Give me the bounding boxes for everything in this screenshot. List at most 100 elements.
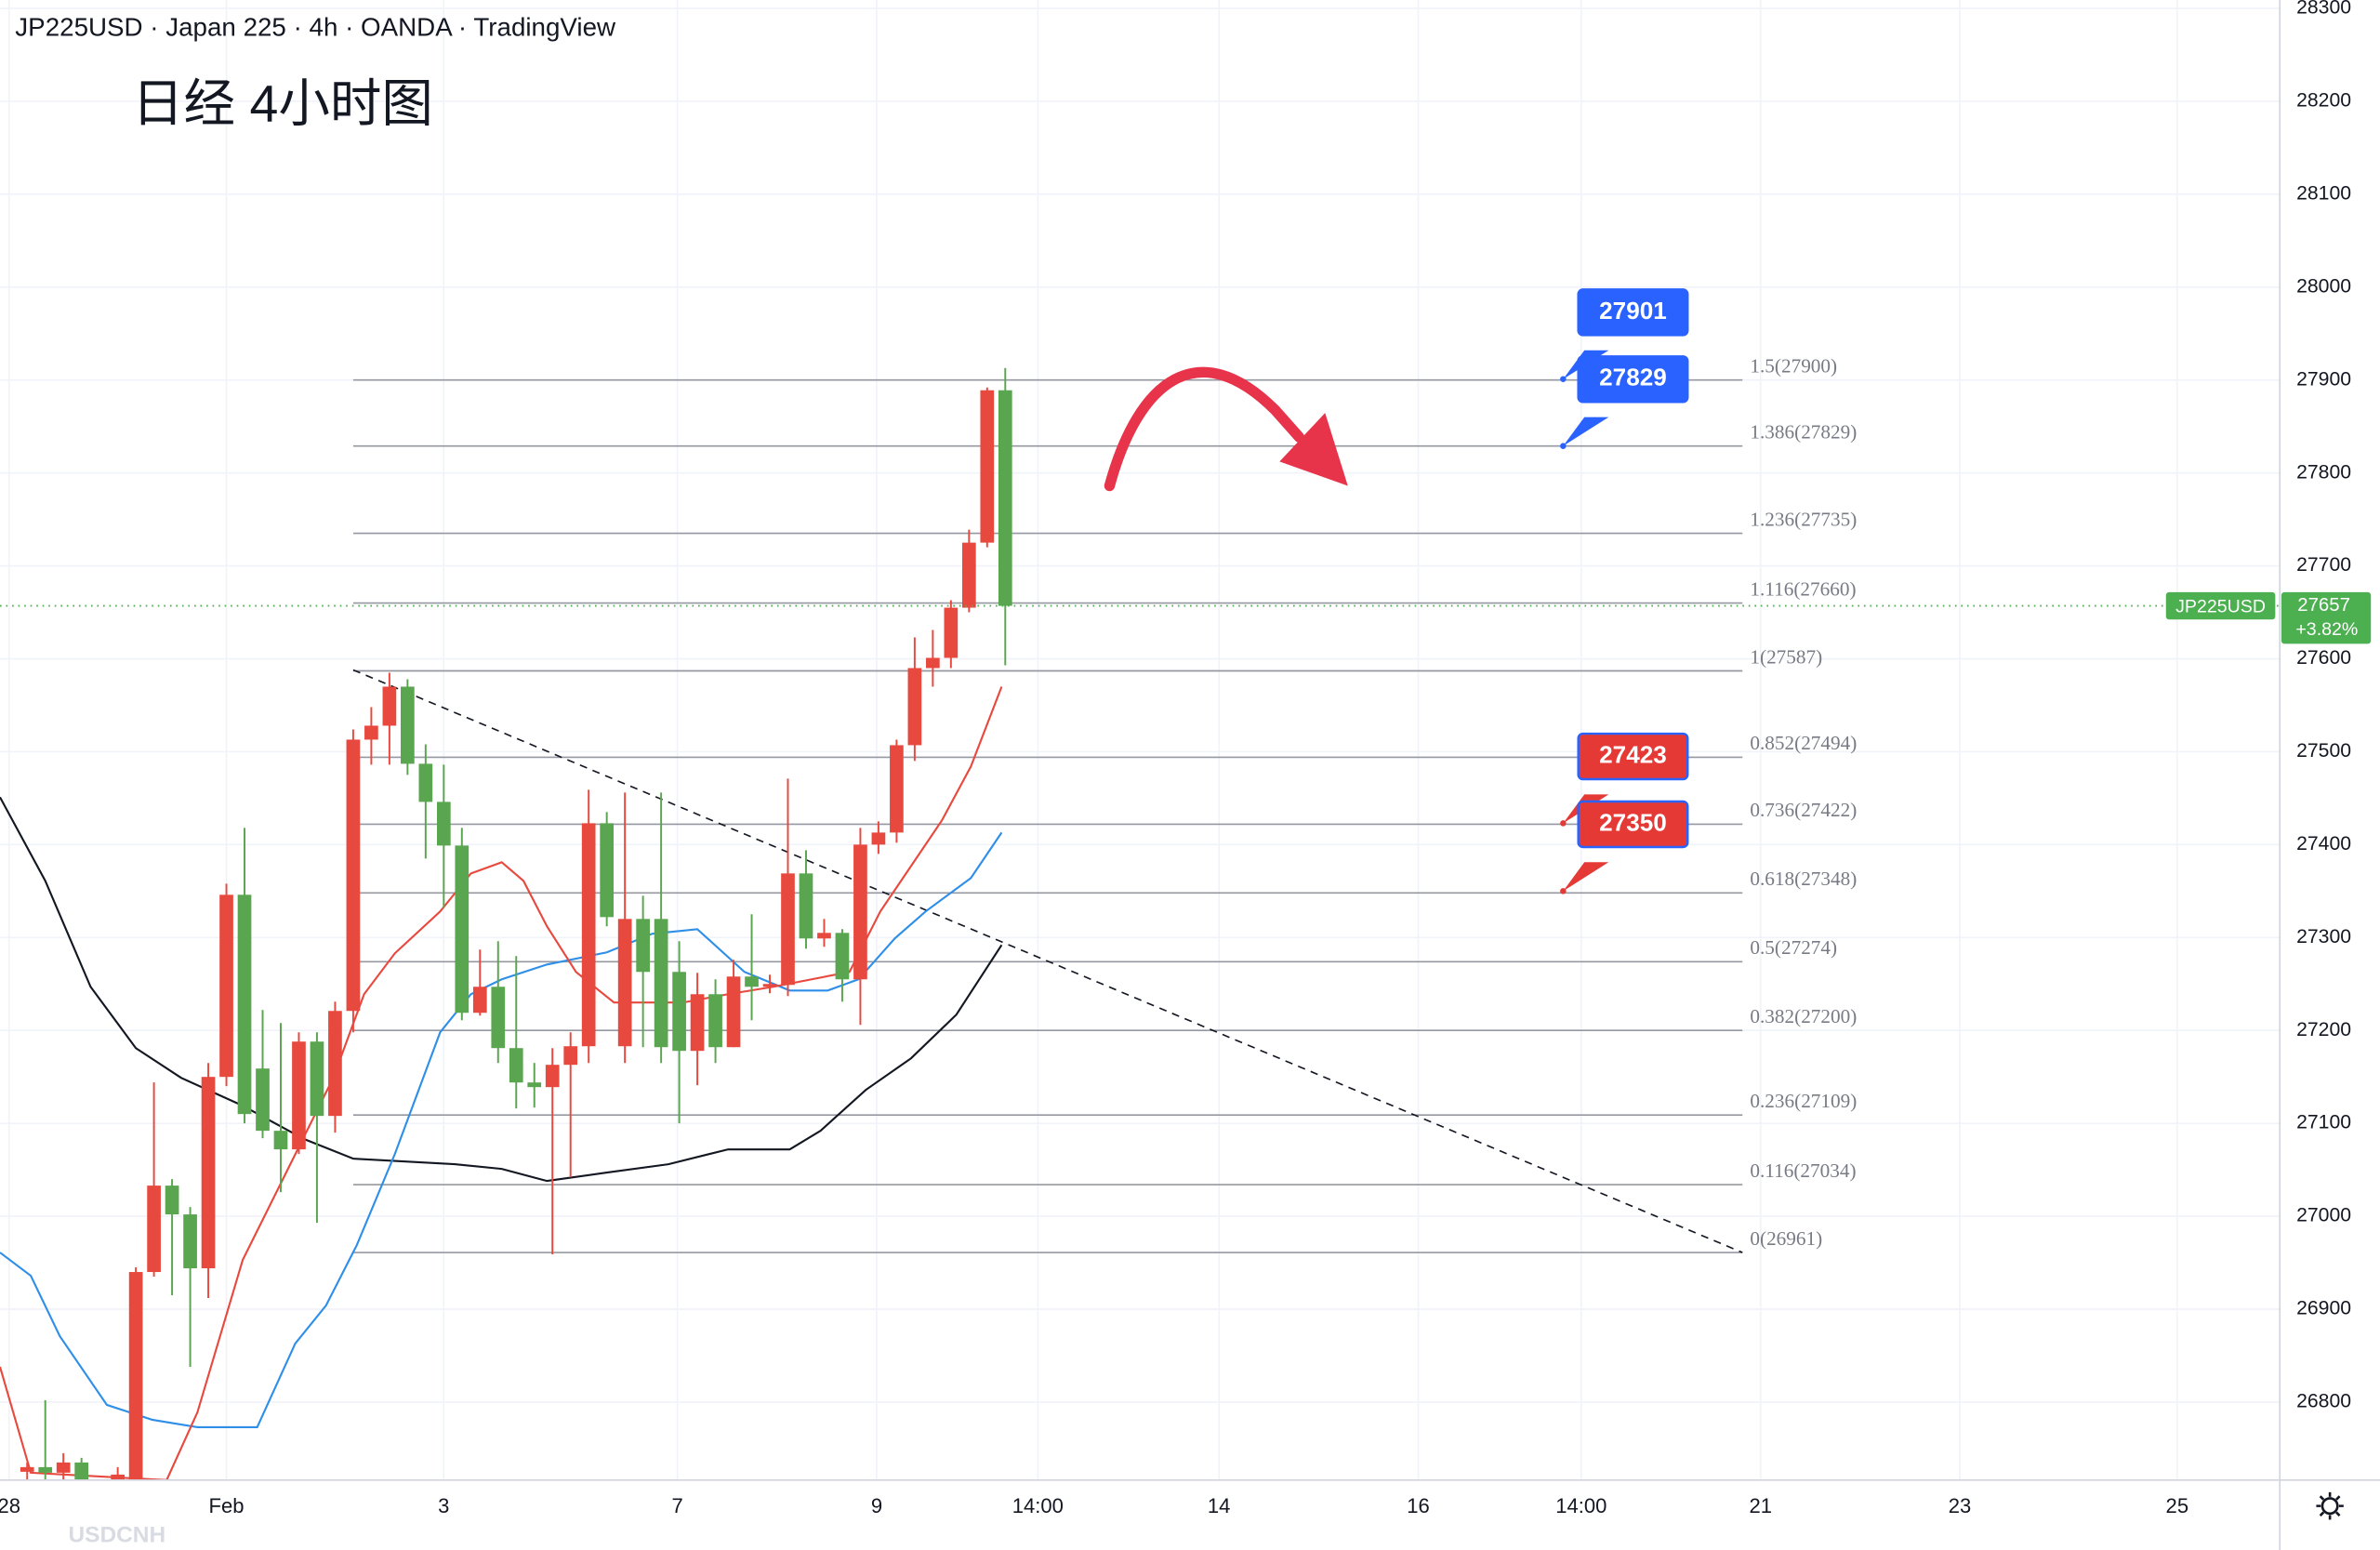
moving-average xyxy=(0,686,1003,1480)
candle-body xyxy=(817,933,831,939)
candle-body xyxy=(708,994,722,1048)
candle-body xyxy=(93,1495,107,1504)
candle-body xyxy=(581,823,596,1047)
candle-body xyxy=(455,845,469,1013)
candle-body xyxy=(472,987,487,1013)
x-tick-label: 14 xyxy=(1208,1494,1231,1517)
y-tick-label: 26800 xyxy=(2296,1391,2351,1412)
x-tick-label: 25 xyxy=(2166,1494,2189,1517)
candle-body xyxy=(364,725,378,740)
candle-body xyxy=(890,745,904,833)
price-tag-anchor xyxy=(1560,376,1567,382)
y-tick-label: 27300 xyxy=(2296,926,2351,947)
fib-label: 0.618(27348) xyxy=(1750,868,1857,890)
candle-body xyxy=(527,1082,542,1088)
x-tick-label: 28 xyxy=(0,1494,20,1517)
y-tick-label: 28200 xyxy=(2296,90,2351,112)
candle-body xyxy=(980,390,995,543)
candle-body xyxy=(636,919,650,973)
plot-area xyxy=(0,367,2281,1504)
y-tick-label: 27500 xyxy=(2296,740,2351,762)
x-tick-label: 23 xyxy=(1949,1494,1972,1517)
price-label: 27657 xyxy=(2297,595,2350,616)
candle-body xyxy=(273,1131,288,1150)
price-label-box xyxy=(2281,591,2372,644)
price-tag-pointer xyxy=(1563,417,1609,446)
candle-body xyxy=(74,1462,89,1480)
fib-label: 0.382(27200) xyxy=(1750,1005,1857,1027)
candle-body xyxy=(147,1186,161,1273)
candle-body xyxy=(20,1466,34,1472)
candle-body xyxy=(853,844,867,980)
fib-label: 0.5(27274) xyxy=(1750,936,1837,959)
fib-label: 1.236(27735) xyxy=(1750,508,1857,530)
y-tick-label: 26900 xyxy=(2296,1298,2351,1319)
fib-label: 1.386(27829) xyxy=(1750,420,1857,443)
grid xyxy=(0,0,2281,1480)
y-tick-label: 27600 xyxy=(2296,647,2351,669)
candle-body xyxy=(926,657,940,669)
candle-body xyxy=(111,1474,125,1480)
chart-title: 日经 4小时图 xyxy=(132,75,433,133)
candle-body xyxy=(998,390,1012,606)
candle-body xyxy=(346,739,361,1012)
moving-average xyxy=(0,796,1003,1183)
symbol-label-box xyxy=(2165,591,2276,620)
candle-body xyxy=(907,668,922,746)
candle-body xyxy=(600,823,615,918)
price-tag-text: 27901 xyxy=(1599,297,1667,325)
candle-body xyxy=(726,976,741,1048)
trendline xyxy=(352,669,1743,1253)
candle-body xyxy=(418,763,433,802)
y-tick-label: 27900 xyxy=(2296,368,2351,390)
y-tick-label: 28100 xyxy=(2296,182,2351,204)
candle-body xyxy=(436,801,451,846)
change-label: +3.82% xyxy=(2295,619,2358,640)
candle-body xyxy=(401,686,415,764)
candle-body xyxy=(672,972,686,1052)
candle-body xyxy=(799,873,813,939)
candle-body xyxy=(382,686,397,726)
candle-body xyxy=(310,1041,324,1117)
price-tag-box xyxy=(1577,288,1689,337)
symbol-label: JP225USD xyxy=(2175,596,2266,616)
y-tick-label: 27200 xyxy=(2296,1019,2351,1040)
y-tick-label: 28300 xyxy=(2296,0,2351,19)
candle-body xyxy=(944,607,959,658)
symbol-header: JP225USD · Japan 225 · 4h · OANDA · Trad… xyxy=(15,12,616,41)
price-tag-text: 27423 xyxy=(1599,740,1667,768)
price-tag-box xyxy=(1577,800,1689,849)
candle-body xyxy=(292,1041,306,1150)
price-tag-anchor xyxy=(1560,443,1567,449)
price-tag-pointer xyxy=(1563,862,1609,892)
fib-label: 0.736(27422) xyxy=(1750,799,1857,821)
price-tag-box xyxy=(1577,355,1689,404)
candle-body xyxy=(545,1065,560,1088)
y-tick-label: 27400 xyxy=(2296,833,2351,854)
candle-body xyxy=(745,976,759,987)
candle-body xyxy=(871,832,886,845)
candle-body xyxy=(781,873,795,986)
annotation-arrow xyxy=(1104,366,1348,492)
candle-body xyxy=(165,1186,179,1215)
settings-icon[interactable] xyxy=(2316,1491,2344,1520)
candle-body xyxy=(38,1466,53,1473)
fib-label: 1.116(27660) xyxy=(1750,577,1856,600)
candle-body xyxy=(835,933,850,980)
fib-label: 1.5(27900) xyxy=(1750,355,1837,378)
candle-body xyxy=(563,1046,578,1066)
price-tag-anchor xyxy=(1560,888,1567,894)
x-tick-label: 16 xyxy=(1407,1494,1430,1517)
x-tick-label: 14:00 xyxy=(1555,1494,1606,1517)
candle-body xyxy=(219,894,233,1078)
candle-body xyxy=(961,542,976,608)
candle-body xyxy=(690,994,705,1052)
x-tick-label: 7 xyxy=(672,1494,683,1517)
y-tick-label: 27100 xyxy=(2296,1112,2351,1133)
price-tag-text: 27829 xyxy=(1599,364,1667,391)
candle-body xyxy=(762,984,777,987)
price-tag-text: 27350 xyxy=(1599,808,1667,836)
fib-label: 0.116(27034) xyxy=(1750,1159,1856,1182)
